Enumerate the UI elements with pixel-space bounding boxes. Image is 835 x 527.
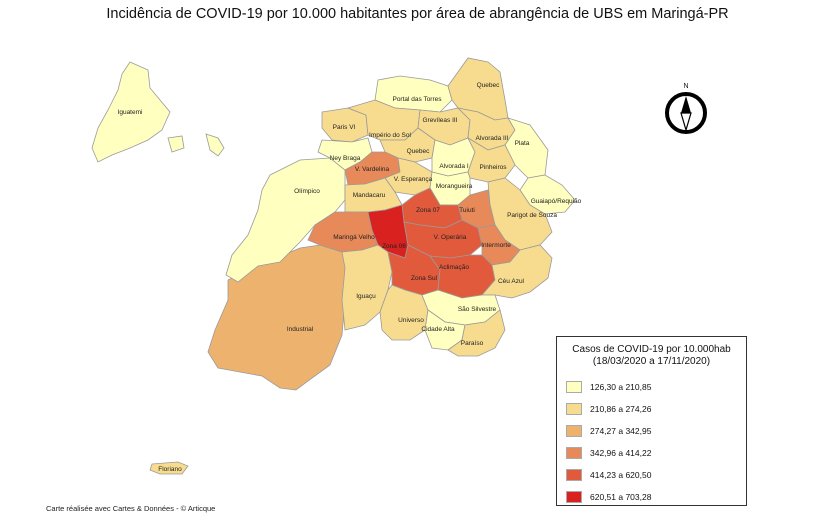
label-pinheiros: Pinheiros <box>479 164 507 171</box>
legend-swatch <box>566 469 582 481</box>
legend-item-label: 620,51 a 703,28 <box>590 492 652 502</box>
label-aclimacao: Aclimação <box>439 264 469 271</box>
label-alvorada-iii: Alvorada III <box>476 135 509 142</box>
label-guaiapo-requiao: Guaiapó/Requião <box>531 198 582 205</box>
label-morangueira: Morangueira <box>436 183 473 190</box>
legend-item-label: 342,96 a 414,22 <box>590 448 652 458</box>
label-iguatemi: Iguatemi <box>118 109 143 116</box>
legend-title: Casos de COVID-19 por 10.000hab (18/03/2… <box>557 344 746 368</box>
legend-swatch <box>566 491 582 503</box>
legend-item-label: 210,86 a 274,26 <box>590 404 652 414</box>
label-sao-silvestre: São Silvestre <box>458 306 497 313</box>
label-zona-06: Zona 06 <box>382 243 406 250</box>
legend-swatch <box>566 425 582 437</box>
label-maringa-velho: Maringá Velho <box>333 234 375 241</box>
label-quebec-north: Quebec <box>477 82 501 89</box>
label-industrial: Industrial <box>287 326 314 333</box>
area-floriano[interactable] <box>149 461 189 475</box>
legend-title-line1: Casos de COVID-19 por 10.000hab <box>572 344 731 355</box>
label-v-operaria: V. Operária <box>434 234 467 241</box>
label-parigot-de-souza: Parigot de Souza <box>507 212 557 219</box>
label-zona-sul: Zona Sul <box>411 275 438 282</box>
label-zona-07: Zona 07 <box>416 207 440 214</box>
north-label: N <box>683 83 688 90</box>
label-paris-vi: Paris VI <box>333 124 356 131</box>
legend-item-label: 274,27 a 342,95 <box>590 426 652 436</box>
label-alvorada-i: Alvorada I <box>439 163 468 170</box>
map-title: Incidência de COVID-19 por 10.000 habita… <box>106 6 729 22</box>
label-ney-braga: Ney Braga <box>330 155 361 162</box>
label-universo: Universo <box>398 317 424 324</box>
label-ceu-azul: Céu Azul <box>498 278 525 285</box>
area-paraiso[interactable] <box>447 309 506 357</box>
label-portal-das-torres: Portal das Torres <box>392 96 442 103</box>
area-iguatemi-fragment <box>167 135 185 153</box>
label-tuiuti: Tuiuti <box>459 207 475 214</box>
label-grevileas-iii: Grevíleas III <box>422 117 457 124</box>
label-mandacaru: Mandacaru <box>353 192 386 199</box>
label-plata: Plata <box>515 140 530 147</box>
north-arrow-compass-icon: N <box>665 83 707 134</box>
legend-item-label: 126,30 a 210,85 <box>590 382 652 392</box>
area-iguatemi[interactable] <box>91 61 171 163</box>
label-intermorte: Intermorte <box>481 242 511 249</box>
label-paraiso: Paraíso <box>461 340 484 347</box>
map-legend: Casos de COVID-19 por 10.000hab (18/03/2… <box>556 336 747 506</box>
label-quebec: Quebec <box>407 148 431 155</box>
area-iguatemi-fragment-2 <box>205 133 225 157</box>
legend-item-label: 414,23 a 620,50 <box>590 470 652 480</box>
legend-swatch <box>566 447 582 459</box>
label-imperio-do-sol: Império do Sol <box>369 132 411 139</box>
legend-title-line2: (18/03/2020 a 17/11/2020) <box>592 356 711 367</box>
label-floriano: Floriano <box>158 466 182 473</box>
legend-swatch <box>566 381 582 393</box>
label-cidade-alta: Cidade Alta <box>421 326 455 333</box>
label-v-esperanca: V. Esperança <box>394 176 433 183</box>
area-ceu-azul[interactable] <box>481 244 553 299</box>
legend-swatch <box>566 403 582 415</box>
map-credit: Carte réalisée avec Cartes & Données - ©… <box>46 504 216 513</box>
label-iguacu: Iguaçu <box>356 293 376 300</box>
label-v-vardelina: V. Vardelina <box>355 166 390 173</box>
label-olimpico: Olímpico <box>294 188 320 195</box>
